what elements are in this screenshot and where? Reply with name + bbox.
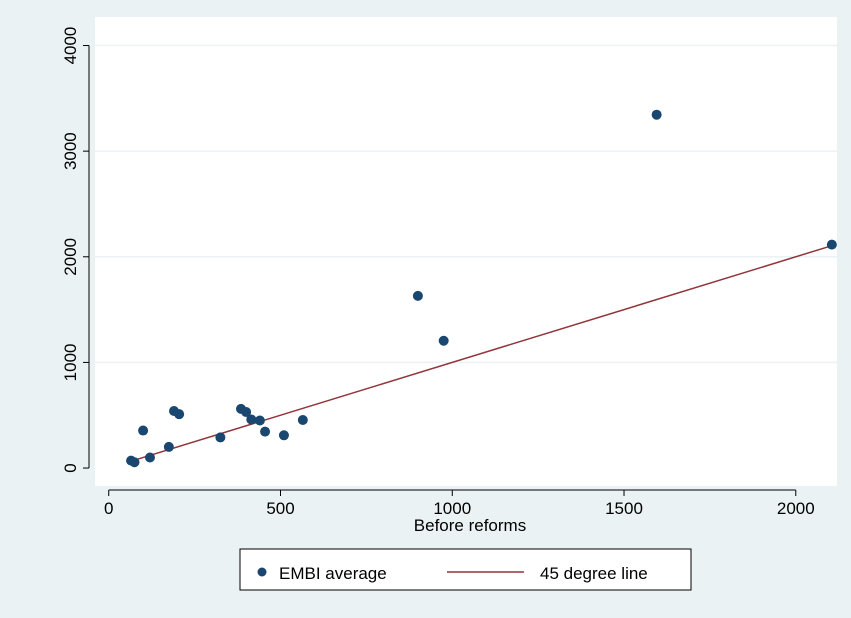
y-tick-label-1000: 1000: [61, 343, 80, 381]
y-tick-label-0: 0: [61, 463, 80, 472]
line-45-degree: [130, 244, 833, 462]
scatter-point-17: [438, 335, 449, 346]
scatter-point-4: [144, 452, 155, 463]
scatter-point-2: [129, 457, 140, 468]
x-tick-label-1500: 1500: [605, 499, 643, 518]
y-tick-label-2000: 2000: [61, 238, 80, 276]
scatter-point-13: [260, 426, 271, 437]
scatter-point-11: [246, 414, 257, 425]
scatter-point-3: [138, 425, 149, 436]
scatter-point-10: [241, 407, 252, 418]
y-axis: 0 1000 2000 3000 4000: [61, 27, 90, 473]
scatter-point-18: [651, 109, 662, 120]
gridlines: [95, 44, 837, 364]
y-tick-label-3000: 3000: [61, 132, 80, 170]
scatter-point-14: [278, 430, 289, 441]
x-axis: 0 500 1000 1500 2000: [104, 489, 815, 518]
legend: EMBI average 45 degree line: [239, 548, 692, 591]
legend-label-embi: EMBI average: [279, 564, 387, 583]
legend-box: [239, 548, 692, 591]
scatter-point-12: [254, 415, 265, 426]
legend-label-45-degree: 45 degree line: [540, 564, 648, 583]
x-tick-label-1000: 1000: [433, 499, 471, 518]
scatter-point-19: [826, 239, 837, 250]
legend-marker-embi: [257, 567, 267, 577]
scatter-point-7: [174, 409, 185, 420]
line-series: [130, 244, 833, 462]
scatter-point-16: [412, 290, 423, 301]
scatter-point-5: [163, 441, 174, 452]
x-axis-title: Before reforms: [414, 516, 526, 535]
x-tick-label-500: 500: [266, 499, 294, 518]
scatter-point-15: [297, 414, 308, 425]
y-tick-label-4000: 4000: [61, 27, 80, 65]
scatter-point-8: [215, 432, 226, 443]
plot-area: [95, 17, 837, 486]
x-tick-label-0: 0: [104, 499, 113, 518]
scatter-series: [126, 109, 837, 468]
x-tick-label-2000: 2000: [777, 499, 815, 518]
